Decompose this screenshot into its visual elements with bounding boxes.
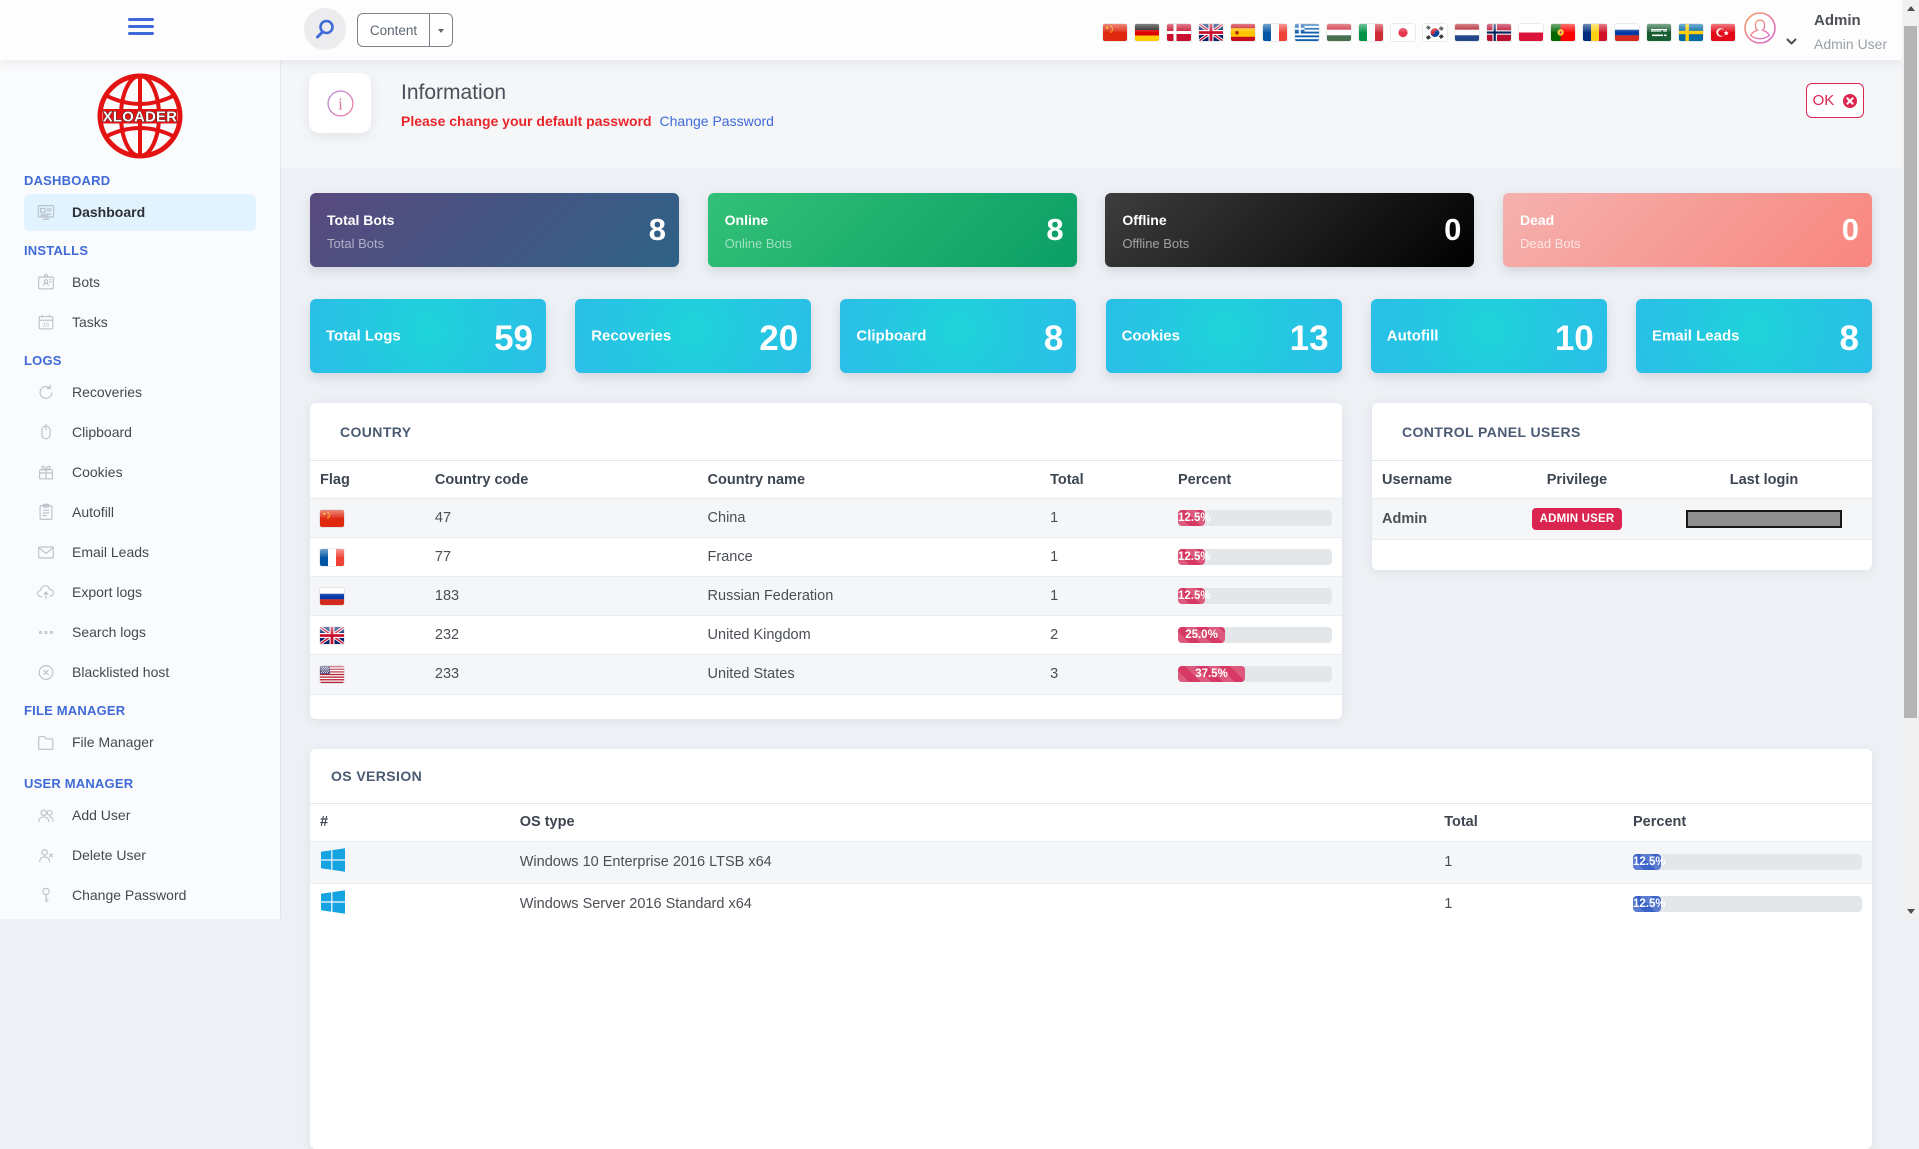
svg-text:i: i — [338, 94, 343, 113]
svg-text:XLOADER: XLOADER — [103, 109, 177, 125]
svg-text:15: 15 — [43, 322, 50, 328]
